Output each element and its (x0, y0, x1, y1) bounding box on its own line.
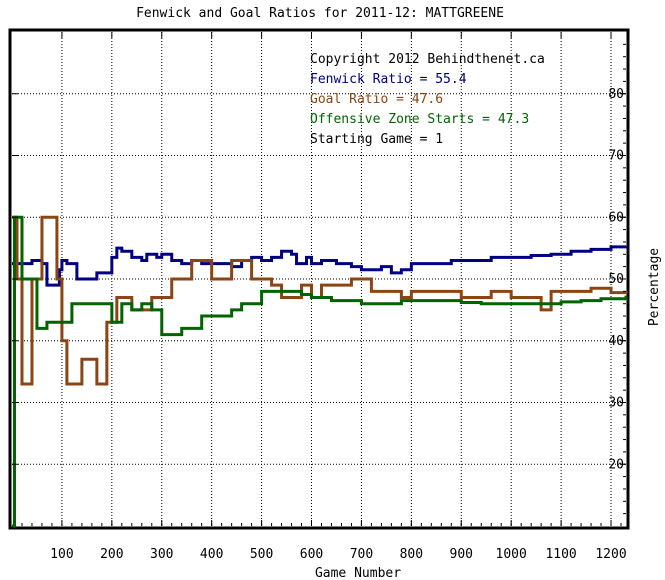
x-tick-label: 800 (400, 547, 423, 562)
x-tick-label: 1200 (595, 547, 626, 562)
x-tick-label: 600 (300, 547, 323, 562)
x-tick-label: 1100 (545, 547, 576, 562)
y-axis-label: Percentage (647, 248, 662, 326)
y-tick-label: 20 (608, 457, 624, 472)
legend-starting-game: Starting Game = 1 (310, 132, 443, 147)
x-tick-label: 700 (350, 547, 373, 562)
x-tick-label: 1000 (496, 547, 527, 562)
y-tick-label: 30 (608, 396, 624, 411)
y-tick-label: 60 (608, 210, 624, 225)
legend-copyright: Copyright 2012 Behindthenet.ca (310, 52, 545, 67)
chart-title: Fenwick and Goal Ratios for 2011-12: MAT… (136, 6, 504, 21)
x-tick-label: 400 (200, 547, 223, 562)
y-axis-ticks: 20 30 40 50 60 70 80 (12, 43, 626, 515)
x-tick-label: 100 (50, 547, 73, 562)
x-tick-label: 500 (250, 547, 273, 562)
series-lines (12, 215, 628, 528)
x-tick-label: 200 (100, 547, 123, 562)
series-goal-ratio (12, 215, 628, 386)
series-offensive-zone-starts (12, 215, 628, 528)
legend-offensive-zone-starts: Offensive Zone Starts = 47.3 (310, 112, 529, 127)
legend-fenwick-ratio: Fenwick Ratio = 55.4 (310, 72, 467, 87)
y-tick-label: 40 (608, 334, 624, 349)
x-tick-label: 300 (150, 547, 173, 562)
x-axis-ticks: 100 200 300 400 500 600 700 800 900 1000 1100 1200 (21, 32, 627, 562)
plot-frame-outer (8, 28, 630, 530)
y-tick-label: 70 (608, 149, 624, 164)
y-tick-label: 50 (608, 272, 624, 287)
legend: Copyright 2012 Behindthenet.ca Fenwick R… (310, 52, 545, 147)
series-fenwick-ratio (12, 245, 628, 287)
legend-goal-ratio: Goal Ratio = 47.6 (310, 92, 443, 107)
x-tick-label: 900 (450, 547, 473, 562)
y-tick-label: 80 (608, 87, 624, 102)
x-axis-label: Game Number (315, 566, 401, 580)
